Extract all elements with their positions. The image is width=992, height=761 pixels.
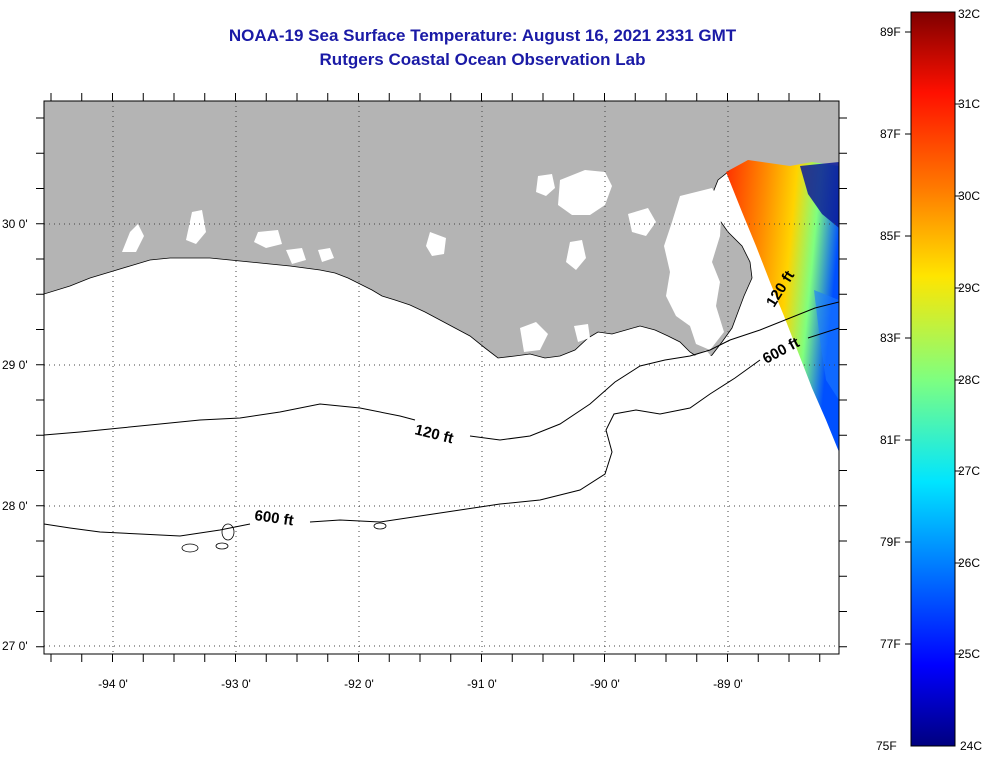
sst-swath <box>726 160 839 452</box>
contour-label-600ft-west: 600 ft <box>253 507 294 529</box>
colorbar-f-label: 87F <box>880 127 901 141</box>
lat-label: 30 0' <box>2 217 28 231</box>
colorbar-c-label: 27C <box>958 464 980 478</box>
colorbar-ticks <box>905 31 961 655</box>
colorbar-c-label: 24C <box>960 739 982 753</box>
colorbar-f-label: 77F <box>880 637 901 651</box>
colorbar-f-label: 89F <box>880 25 901 39</box>
map-frame <box>43 100 840 655</box>
lon-label: -90 0' <box>590 677 620 691</box>
colorbar-c-label: 28C <box>958 373 980 387</box>
colorbar-c-label: 32C <box>958 7 980 21</box>
colorbar-c-label: 26C <box>958 556 980 570</box>
colorbar-f-label: 81F <box>880 433 901 447</box>
lat-label: 27 0' <box>2 639 28 653</box>
lat-axis-labels: 30 0' 29 0' 28 0' 27 0' <box>2 217 28 653</box>
colorbar-f-label: 75F <box>876 739 897 753</box>
contour-600ft <box>44 327 839 537</box>
colorbar-c-label: 29C <box>958 281 980 295</box>
temperature-colorbar <box>910 11 956 747</box>
lon-label: -92 0' <box>344 677 374 691</box>
swath-cool-edge <box>800 162 839 228</box>
colorbar-c-label: 25C <box>958 647 980 661</box>
lon-label: -89 0' <box>713 677 743 691</box>
swath-cool-patch <box>814 290 839 400</box>
lon-label: -93 0' <box>221 677 251 691</box>
lon-axis-labels: -94 0' -93 0' -92 0' -91 0' -90 0' -89 0… <box>98 677 743 691</box>
map-ticks <box>36 93 847 662</box>
contour-120ft <box>44 301 839 441</box>
colorbar-f-label: 85F <box>880 229 901 243</box>
colorbar-f-label: 83F <box>880 331 901 345</box>
map-grid <box>44 101 839 654</box>
lat-label: 28 0' <box>2 499 28 513</box>
colorbar-c-label: 30C <box>958 189 980 203</box>
colorbar-c-label: 31C <box>958 97 980 111</box>
colorbar-labels: 89F 87F 85F 83F 81F 79F 77F 75F 32C 31C … <box>876 7 982 753</box>
lon-label: -91 0' <box>467 677 497 691</box>
lon-label: -94 0' <box>98 677 128 691</box>
lat-label: 29 0' <box>2 358 28 372</box>
colorbar-f-label: 79F <box>880 535 901 549</box>
lakes <box>122 170 724 376</box>
map-subtitle: Rutgers Coastal Ocean Observation Lab <box>319 50 646 69</box>
bank-outlines <box>181 522 387 553</box>
land-area <box>44 101 839 361</box>
map-title: NOAA-19 Sea Surface Temperature: August … <box>228 26 737 45</box>
